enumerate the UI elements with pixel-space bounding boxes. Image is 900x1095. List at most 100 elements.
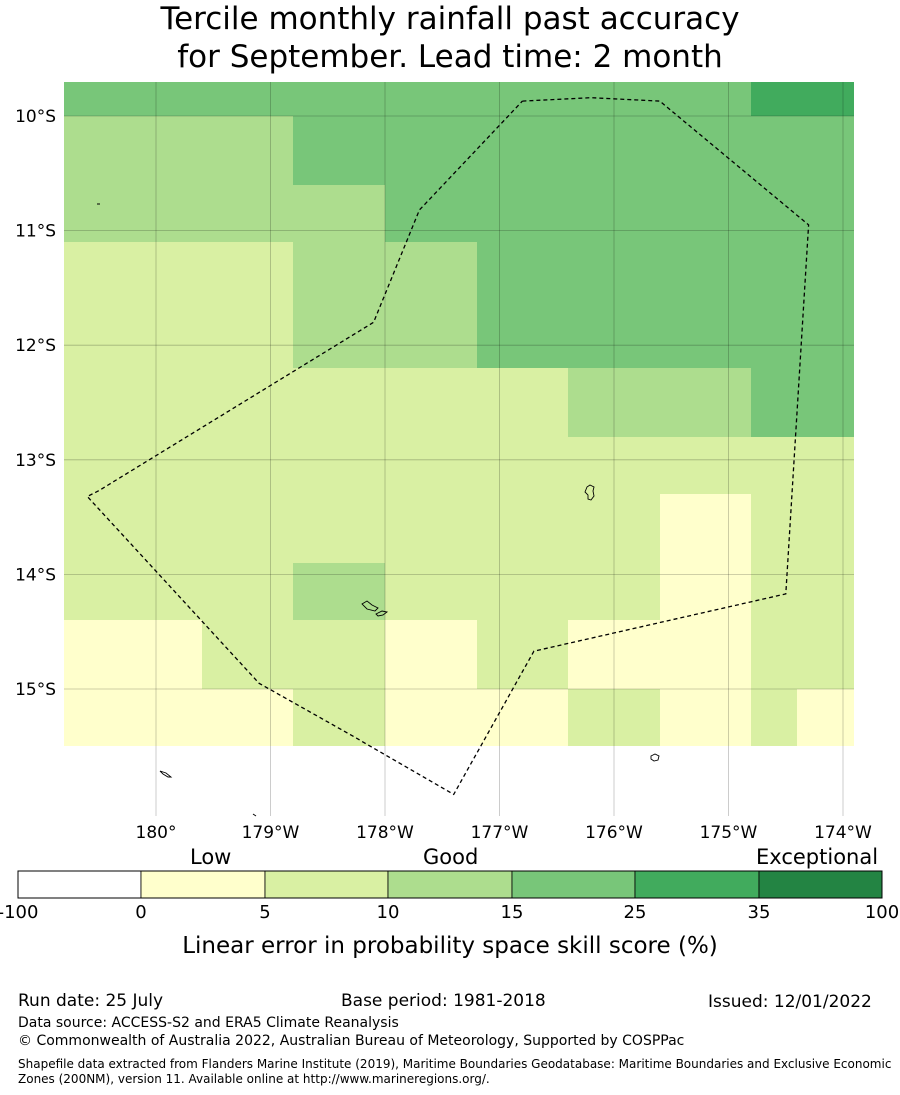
longitude-labels: 180° 179°W 178°W 177°W 176°W 175°W 174°W	[136, 823, 873, 843]
copyright: © Commonwealth of Australia 2022, Austra…	[18, 1033, 685, 1049]
skill-cell	[385, 437, 477, 494]
skill-cell	[64, 368, 202, 437]
skill-cell	[64, 494, 202, 563]
skill-cell	[202, 242, 293, 368]
colorbar-tick: 35	[747, 902, 771, 923]
latitude-label: 12°S	[15, 336, 56, 356]
colorbar-label-low: Low	[190, 845, 232, 869]
colorbar-segment	[758, 870, 883, 899]
skill-cell	[477, 242, 568, 368]
island-outline	[159, 770, 173, 778]
skill-cell	[202, 82, 293, 116]
data-source: Data source: ACCESS-S2 and ERA5 Climate …	[18, 1015, 399, 1031]
chart-title: Tercile monthly rainfall past accuracy f…	[0, 0, 900, 76]
skill-cell	[202, 620, 293, 689]
skill-cell	[477, 82, 568, 116]
skill-cell	[660, 494, 751, 563]
skill-cell	[477, 185, 568, 242]
skill-cell	[568, 494, 660, 563]
latitude-labels: 10°S 11°S 12°S 13°S 14°S 15°S	[15, 107, 56, 700]
island-outline	[375, 610, 389, 617]
colorbar-segment	[264, 870, 389, 899]
skill-cell	[797, 494, 854, 563]
skill-cell	[293, 494, 385, 563]
skill-cell	[751, 242, 797, 368]
latitude-label: 14°S	[15, 565, 56, 585]
colorbar-outline	[17, 870, 883, 899]
skill-cell	[568, 437, 660, 494]
skill-cell	[293, 620, 385, 689]
longitude-label: 178°W	[356, 823, 414, 843]
skill-cell	[660, 82, 751, 116]
skill-cell	[385, 689, 477, 746]
skill-grid	[64, 82, 854, 746]
colorbar-label-exceptional: Exceptional	[756, 845, 879, 869]
skill-cell	[385, 242, 477, 368]
shapefile-credit: Shapefile data extracted from Flanders M…	[18, 1057, 892, 1086]
latitude-label: 10°S	[15, 107, 56, 127]
skill-cell	[797, 620, 854, 689]
skill-cell	[797, 689, 854, 746]
colorbar-tick: 15	[500, 902, 524, 923]
skill-cell	[64, 689, 202, 746]
skill-cell	[751, 368, 797, 437]
colorbar-segment	[17, 870, 142, 899]
colorbar-tick: -100	[0, 902, 39, 923]
skill-cell	[797, 82, 854, 116]
colorbar-tick: 0	[135, 902, 147, 923]
longitude-label: 179°W	[242, 823, 300, 843]
latitude-label: 13°S	[15, 451, 56, 471]
skill-cell	[568, 368, 660, 437]
colorbar-segment	[634, 870, 760, 899]
colorbar-label-good: Good	[423, 845, 479, 869]
skill-cell	[797, 437, 854, 494]
longitude-label: 174°W	[814, 823, 872, 843]
skill-cell	[797, 563, 854, 620]
skill-cell	[477, 494, 568, 563]
longitude-label: 175°W	[700, 823, 758, 843]
latitude-label: 15°S	[15, 680, 56, 700]
skill-cell	[477, 116, 568, 185]
skill-cell	[797, 368, 854, 437]
skill-cell	[660, 185, 751, 242]
skill-cell	[385, 185, 477, 242]
skill-cell	[568, 689, 660, 746]
skill-cell	[385, 494, 477, 563]
skill-cell	[568, 242, 660, 368]
skill-cell	[293, 689, 385, 746]
colorbar-tick: 5	[259, 902, 271, 923]
skill-cell	[751, 82, 797, 116]
colorbar-tick: 10	[376, 902, 400, 923]
colorbar-title: Linear error in probability space skill …	[182, 933, 718, 959]
run-date: Run date: 25 July	[18, 991, 164, 1011]
island-outline	[361, 600, 379, 612]
skill-cell	[293, 116, 385, 185]
skill-cell	[293, 82, 385, 116]
island-outline	[252, 813, 257, 817]
skill-cell	[751, 620, 797, 689]
skill-cell	[568, 620, 660, 689]
skill-cell	[477, 368, 568, 437]
skill-cell	[660, 116, 751, 185]
skill-cell	[385, 82, 477, 116]
skill-cell	[293, 437, 385, 494]
skill-cell	[751, 563, 797, 620]
skill-cell	[64, 437, 202, 494]
skill-cell	[293, 242, 385, 368]
skill-cell	[797, 242, 854, 368]
title-line-1: Tercile monthly rainfall past accuracy	[160, 1, 740, 37]
island-outline	[650, 753, 660, 762]
skill-cell	[751, 494, 797, 563]
skill-cell	[477, 620, 568, 689]
skill-cell	[64, 116, 202, 185]
issued-date: Issued: 12/01/2022	[708, 992, 872, 1012]
skill-cell	[477, 437, 568, 494]
skill-cell	[568, 185, 660, 242]
skill-cell	[477, 563, 568, 620]
colorbar-segment	[387, 870, 513, 899]
colorbar	[17, 870, 883, 899]
colorbar-tick: 100	[864, 902, 900, 923]
colorbar-tick: 25	[623, 902, 647, 923]
island-outlines	[97, 203, 660, 817]
